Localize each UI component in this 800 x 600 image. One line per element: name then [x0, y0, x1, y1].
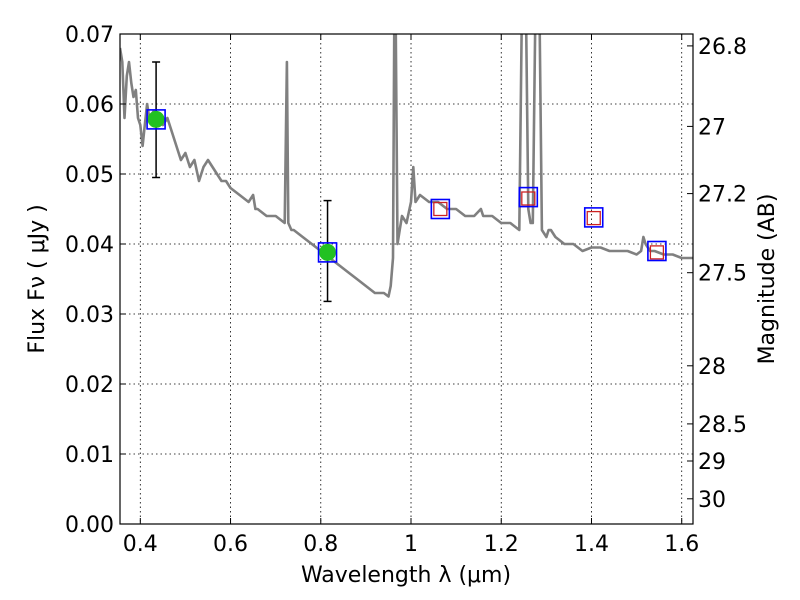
right-tick-label: 27.2 — [698, 183, 747, 208]
y-tick-label: 0.05 — [65, 163, 114, 188]
x-tick-label: 0.8 — [303, 532, 338, 557]
right-axis-label: Magnitude (AB) — [755, 194, 780, 365]
right-tick-label: 26.8 — [698, 35, 747, 60]
spectrum-layer — [120, 34, 693, 298]
x-tick-label: 1.6 — [664, 532, 699, 557]
axes-ticks: 0.4 0.6 0.8 1 1.2 1.4 1.6 0.00 0.01 0.02 0.03 0.04 0… — [65, 23, 747, 557]
x-tick-label: 1.2 — [484, 532, 519, 557]
model-photometry-marker — [430, 198, 451, 220]
grid — [120, 34, 693, 524]
upper-limit-marker — [649, 245, 665, 260]
model-photometry-marker — [518, 186, 539, 208]
x-axis-label: Wavelength λ (μm) — [301, 563, 511, 588]
right-tick-label: 27.5 — [698, 262, 747, 287]
observed-point — [319, 243, 337, 261]
right-tick-label: 28 — [698, 355, 726, 380]
y-tick-label: 0.01 — [65, 443, 114, 468]
x-tick-label: 1.4 — [574, 532, 609, 557]
y-tick-label: 0.07 — [65, 23, 114, 48]
model-photometry-marker — [583, 207, 604, 228]
y-tick-label: 0.02 — [65, 373, 114, 398]
right-tick-label: 27 — [698, 115, 726, 140]
right-tick-label: 29 — [698, 450, 726, 475]
plot-frame — [119, 33, 694, 525]
y-axis-label: Flux Fν ( μJy ) — [25, 204, 50, 353]
right-tick-label: 30 — [698, 488, 726, 513]
upper-limit-marker — [433, 201, 448, 217]
upper-limit-marker — [586, 210, 601, 226]
x-tick-label: 0.4 — [123, 532, 158, 557]
model-photometry-marker — [647, 240, 667, 262]
model-photometry-marker — [317, 242, 338, 263]
y-tick-label: 0.06 — [65, 93, 114, 118]
upper-limit-marker — [521, 191, 536, 206]
y-tick-label: 0.04 — [65, 233, 114, 258]
observed-point — [147, 110, 165, 128]
right-tick-label: 28.5 — [698, 413, 747, 438]
y-tick-label: 0.00 — [65, 513, 114, 538]
marker-layer — [146, 61, 667, 303]
y-tick-label: 0.03 — [65, 303, 114, 328]
model-spectrum-line — [120, 34, 693, 298]
x-tick-label: 1 — [404, 532, 418, 557]
model-photometry-marker — [146, 109, 166, 130]
x-tick-label: 0.6 — [213, 532, 248, 557]
